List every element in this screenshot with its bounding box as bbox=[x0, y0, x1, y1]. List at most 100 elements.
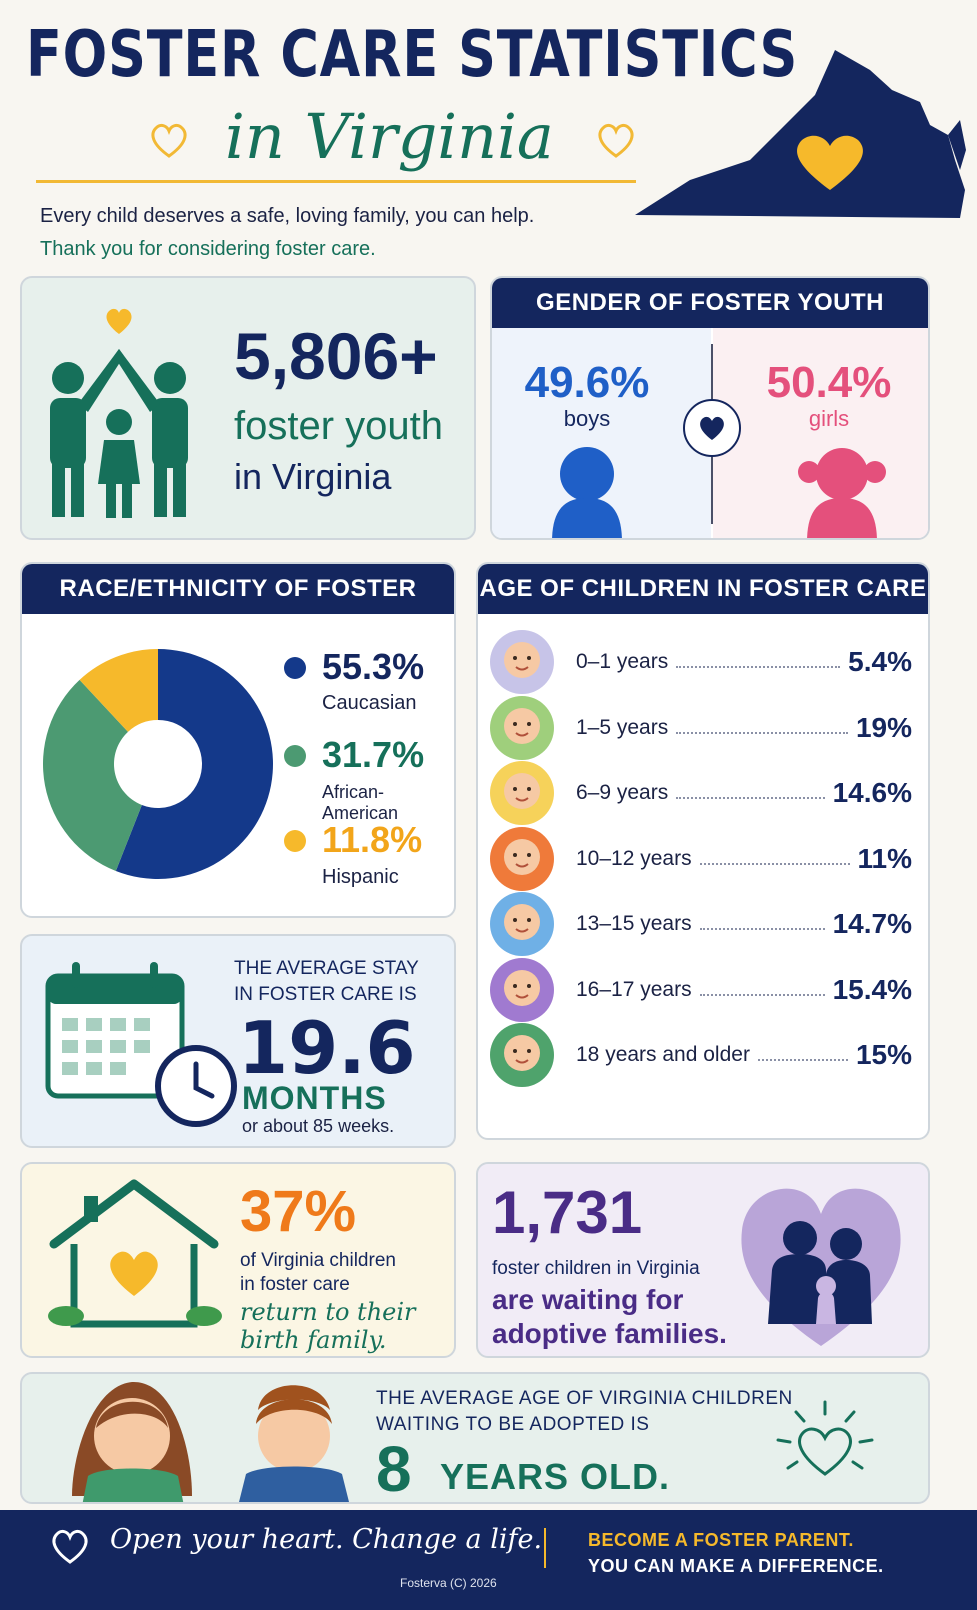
youth-count-value: 5,806+ bbox=[234, 319, 438, 393]
calendar-clock-icon bbox=[45, 962, 237, 1127]
race-value-african-american: 31.7% bbox=[322, 734, 425, 775]
age-label: 0–1 years bbox=[576, 650, 669, 673]
heart-outline-icon bbox=[151, 123, 187, 158]
footer-slogan: Open your heart. Change a life. bbox=[110, 1524, 543, 1555]
donut-slice-hispanic bbox=[79, 649, 158, 732]
boys-value: 49.6% bbox=[524, 358, 650, 407]
age-row: 10–12 years 11% bbox=[490, 826, 913, 891]
age-row: 6–9 years 14.6% bbox=[490, 761, 912, 825]
youth-count-card: 5,806+ foster youth in Virginia bbox=[20, 276, 476, 540]
legend-dot-caucasian bbox=[284, 657, 306, 679]
boy-silhouette-icon bbox=[552, 447, 622, 538]
gender-card: GENDER OF FOSTER YOUTH 49.6% boys 50.4% … bbox=[490, 276, 930, 540]
children-illustration bbox=[72, 1381, 349, 1502]
race-label-african-american: African-American bbox=[322, 782, 399, 823]
child-avatar-icon bbox=[490, 826, 554, 891]
waiting-value: 1,731 bbox=[492, 1179, 643, 1246]
race-card: RACE/ETHNICITY OF FOSTER YOUTH 55.3% Cau… bbox=[20, 562, 456, 918]
dot-leader bbox=[757, 1049, 848, 1061]
waiting-line3: adoptive families. bbox=[492, 1318, 727, 1349]
child-avatar-icon bbox=[490, 1023, 554, 1087]
age-label: 1–5 years bbox=[576, 715, 669, 739]
waiting-line2: are waiting for bbox=[492, 1284, 684, 1315]
return-value: 37% bbox=[240, 1179, 357, 1244]
dot-leader bbox=[699, 918, 825, 930]
age-row: 0–1 years 5.4% bbox=[490, 630, 912, 694]
intro-thanks: Thank you for considering foster care. bbox=[40, 238, 376, 260]
girls-value: 50.4% bbox=[766, 358, 892, 407]
footer-credit: Fosterva (C) 2026 bbox=[400, 1576, 497, 1590]
footer-cta-secondary: YOU CAN MAKE A DIFFERENCE. bbox=[588, 1556, 884, 1576]
dot-leader bbox=[676, 656, 841, 668]
legend-dot-african-american bbox=[284, 745, 306, 767]
age-row: 16–17 years 15.4% bbox=[490, 957, 912, 1022]
age-row: 1–5 years 19% bbox=[490, 695, 912, 760]
age-card: AGE OF CHILDREN IN FOSTER CARE 0–1 years… bbox=[476, 562, 930, 1140]
age-value: 15.4% bbox=[832, 973, 912, 1005]
avg-age-value: 8 bbox=[376, 1433, 412, 1504]
age-value: 14.6% bbox=[832, 777, 912, 808]
race-value-caucasian: 55.3% bbox=[322, 646, 425, 687]
family-icon bbox=[50, 308, 188, 518]
page-title: FOSTER CARE STATISTICS bbox=[26, 18, 799, 92]
heart-outline-icon bbox=[52, 1529, 88, 1564]
average-age-card: THE AVERAGE AGE OF VIRGINIA CHILDREN WAI… bbox=[20, 1372, 930, 1504]
adoptive-family-heart-icon bbox=[741, 1188, 901, 1346]
child-avatar-icon bbox=[490, 695, 554, 760]
youth-count-label: foster youth bbox=[234, 404, 444, 448]
avg-age-line2: WAITING TO BE ADOPTED IS bbox=[376, 1414, 650, 1435]
age-label: 6–9 years bbox=[576, 781, 669, 804]
return-line3: return to their bbox=[240, 1298, 416, 1326]
age-value: 14.7% bbox=[832, 908, 912, 939]
race-value-hispanic: 11.8% bbox=[322, 819, 423, 860]
return-line4: birth family. bbox=[240, 1326, 387, 1354]
stay-line1: THE AVERAGE STAY bbox=[234, 958, 419, 979]
return-line1: of Virginia children bbox=[240, 1250, 396, 1271]
age-label: 16–17 years bbox=[576, 977, 692, 1001]
stay-line2: IN FOSTER CARE IS bbox=[234, 984, 417, 1005]
age-row: 18 years and older 15% bbox=[490, 1023, 912, 1087]
girl-silhouette-icon bbox=[798, 448, 886, 538]
heart-circle-icon bbox=[683, 399, 741, 457]
boys-label: boys bbox=[563, 406, 611, 431]
race-heading: RACE/ETHNICITY OF FOSTER YOUTH bbox=[22, 564, 454, 652]
age-value: 15% bbox=[855, 1039, 912, 1070]
dot-leader bbox=[676, 722, 848, 734]
stay-unit: MONTHS bbox=[242, 1080, 387, 1116]
heart-sparkle-icon bbox=[776, 1400, 874, 1476]
stay-value: 19.6 bbox=[238, 1006, 416, 1090]
virginia-map-icon bbox=[635, 50, 966, 218]
avg-age-unit: YEARS OLD. bbox=[440, 1456, 671, 1497]
age-label: 13–15 years bbox=[576, 912, 692, 935]
age-label: 10–12 years bbox=[576, 846, 692, 870]
adoption-waiting-card: 1,731 foster children in Virginia are wa… bbox=[476, 1162, 930, 1358]
age-value: 5.4% bbox=[848, 646, 912, 677]
return-line2: in foster care bbox=[240, 1274, 350, 1295]
waiting-line1: foster children in Virginia bbox=[492, 1258, 700, 1279]
house-heart-icon bbox=[48, 1179, 222, 1328]
girls-label: girls bbox=[808, 406, 850, 431]
child-avatar-icon bbox=[490, 630, 554, 694]
footer-cta-primary: BECOME A FOSTER PARENT. bbox=[588, 1530, 854, 1550]
age-row: 13–15 years 14.7% bbox=[490, 892, 912, 956]
legend-dot-hispanic bbox=[284, 830, 306, 852]
dot-leader bbox=[699, 984, 825, 996]
footer: Open your heart. Change a life. Fosterva… bbox=[0, 1510, 977, 1610]
child-avatar-icon bbox=[490, 957, 554, 1022]
child-avatar-icon bbox=[490, 892, 554, 956]
footer-divider bbox=[544, 1528, 546, 1568]
average-stay-card: THE AVERAGE STAY IN FOSTER CARE IS 19.6 … bbox=[20, 934, 456, 1148]
age-value: 19% bbox=[855, 711, 912, 743]
title-underline bbox=[36, 180, 636, 183]
dot-leader bbox=[676, 787, 825, 799]
stay-note: or about 85 weeks. bbox=[242, 1116, 395, 1136]
youth-count-location: in Virginia bbox=[234, 456, 392, 497]
donut-slice-caucasian bbox=[115, 649, 274, 879]
race-label-hispanic: Hispanic bbox=[322, 866, 399, 888]
heart-outline-icon bbox=[598, 123, 634, 158]
donut-slice-african-american bbox=[42, 679, 142, 871]
age-heading: AGE OF CHILDREN IN FOSTER CARE bbox=[478, 564, 928, 614]
gender-heading: GENDER OF FOSTER YOUTH bbox=[492, 278, 928, 328]
age-value: 11% bbox=[857, 842, 913, 874]
age-label: 18 years and older bbox=[576, 1043, 750, 1066]
